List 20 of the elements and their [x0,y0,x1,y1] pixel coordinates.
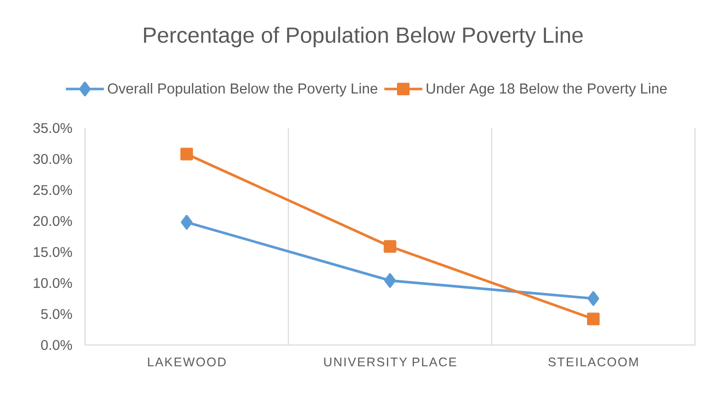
point [384,240,396,253]
y-tick-label: 5.0% [41,309,72,319]
y-tick-label: 25.0% [33,185,72,195]
point [588,291,600,306]
y-tick-label: 20.0% [33,216,72,226]
x-tick-label: LAKEWOOD [148,358,226,366]
y-tick-label: 15.0% [34,247,72,257]
x-tick-label: STEILACOOM [548,358,638,366]
point [180,148,193,160]
y-tick-label: 0.0% [41,340,72,350]
point [587,312,600,326]
x-tick-label: UNIVERSITY PLACE [324,358,456,366]
y-tick-label: 30.0% [33,154,72,164]
point [384,273,396,288]
legend-label: Overall Population Below the Poverty Line [108,83,378,97]
y-tick-label: 35.0% [33,123,72,133]
legend-label: Under Age 18 Below the Poverty Line [426,83,667,97]
point [180,214,192,230]
y-tick-label: 10.0% [34,278,72,288]
chart-title: Percentage of Population Below Poverty Line [144,26,583,48]
